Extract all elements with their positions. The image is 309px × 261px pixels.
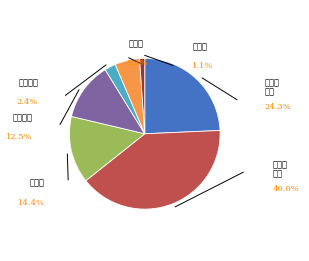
Text: 1.1%: 1.1% xyxy=(192,62,214,70)
Wedge shape xyxy=(140,58,145,134)
Text: 年に１回: 年に１回 xyxy=(18,79,38,87)
Text: 年に数回: 年に数回 xyxy=(13,114,32,122)
Wedge shape xyxy=(71,70,145,134)
Wedge shape xyxy=(105,64,145,134)
Text: 14.4%: 14.4% xyxy=(18,199,45,206)
Text: 2.4%: 2.4% xyxy=(17,98,38,106)
Text: 初めて: 初めて xyxy=(129,40,144,49)
Wedge shape xyxy=(86,130,220,209)
Wedge shape xyxy=(115,59,145,134)
Text: 24.3%: 24.3% xyxy=(264,103,291,111)
Text: 月２～
３回: 月２～ ３回 xyxy=(273,161,287,179)
Wedge shape xyxy=(70,116,145,181)
Text: 40.0%: 40.0% xyxy=(273,185,299,193)
Text: 12.5%: 12.5% xyxy=(6,133,32,141)
Text: 月１回: 月１回 xyxy=(30,180,45,188)
Text: 5.3%: 5.3% xyxy=(126,59,147,67)
Wedge shape xyxy=(145,58,220,134)
Text: 週１回
以上: 週１回 以上 xyxy=(264,79,279,97)
Text: 未記入: 未記入 xyxy=(192,43,207,51)
